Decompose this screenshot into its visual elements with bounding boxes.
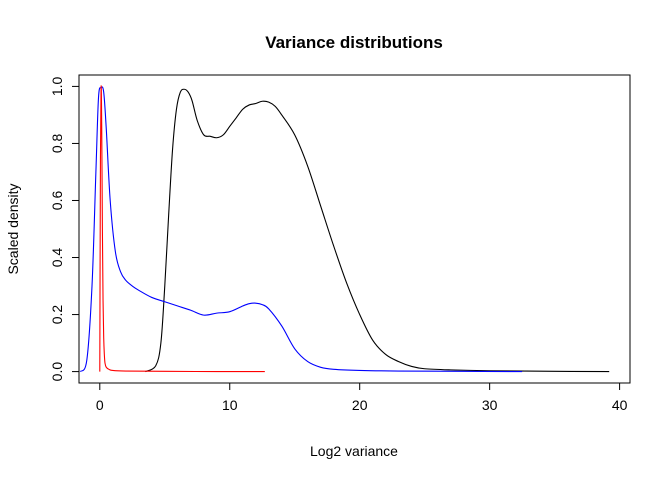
y-axis: 0.0 0.2 0.4 0.6 0.8 1.0 (49, 76, 80, 382)
series-line-1 (145, 88, 610, 373)
x-tick-label: 10 (222, 397, 238, 413)
x-tick-label: 40 (612, 397, 628, 413)
y-axis-label: Scaled density (5, 183, 21, 274)
x-axis: 0 10 20 30 40 (96, 382, 628, 413)
series-line-3 (99, 85, 265, 373)
series-layer (79, 85, 610, 373)
x-tick-label: 0 (96, 397, 104, 413)
y-tick-label: 0.4 (49, 248, 65, 268)
y-tick-label: 0.0 (49, 362, 65, 382)
chart-title: Variance distributions (265, 33, 443, 52)
series-line-2 (79, 86, 523, 373)
y-tick-label: 0.6 (49, 191, 65, 211)
y-tick-label: 0.8 (49, 134, 65, 154)
y-tick-label: 1.0 (49, 76, 65, 96)
y-tick-label: 0.2 (49, 305, 65, 325)
x-axis-label: Log2 variance (310, 443, 398, 459)
x-tick-label: 20 (352, 397, 368, 413)
x-tick-label: 30 (482, 397, 498, 413)
